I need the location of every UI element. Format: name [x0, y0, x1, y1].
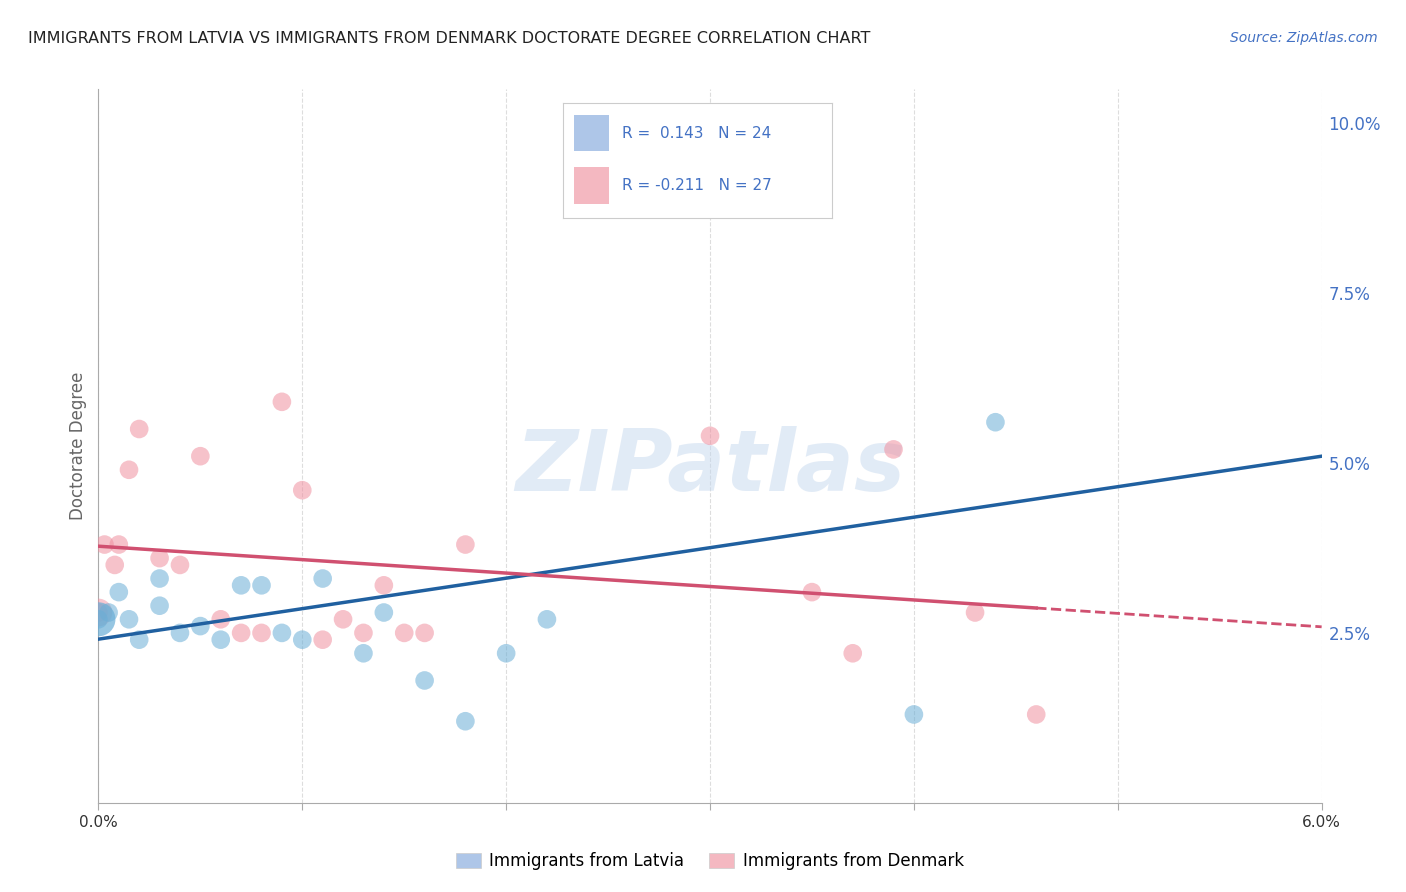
Point [169, 558, 191, 572]
Text: ZIPatlas: ZIPatlas [515, 425, 905, 509]
Point [270, 626, 292, 640]
Point [963, 606, 986, 620]
Point [413, 626, 436, 640]
Text: Source: ZipAtlas.com: Source: ZipAtlas.com [1230, 31, 1378, 45]
Point [373, 578, 395, 592]
Point [332, 612, 354, 626]
Y-axis label: Doctorate Degree: Doctorate Degree [69, 372, 87, 520]
Point [291, 483, 314, 498]
Point [699, 429, 721, 443]
Point [128, 632, 150, 647]
Point [87, 612, 110, 626]
Point [536, 612, 558, 626]
Point [1025, 707, 1047, 722]
Point [104, 558, 127, 572]
Point [188, 619, 212, 633]
Point [903, 707, 925, 722]
Point [373, 606, 395, 620]
Point [413, 673, 436, 688]
Point [454, 714, 477, 729]
Point [250, 578, 273, 592]
Point [250, 626, 273, 640]
Point [87, 606, 110, 620]
Point [392, 626, 416, 640]
Point [984, 415, 1007, 429]
Point [188, 449, 212, 463]
Point [118, 612, 141, 626]
Point [270, 394, 292, 409]
Point [209, 612, 232, 626]
Point [841, 646, 863, 660]
Point [169, 626, 191, 640]
Point [87, 612, 110, 626]
Point [93, 537, 115, 551]
Point [883, 442, 905, 457]
Point [87, 606, 110, 620]
Point [97, 606, 120, 620]
Point [149, 599, 172, 613]
Point [311, 572, 335, 586]
Point [352, 646, 374, 660]
Point [311, 632, 335, 647]
Point [231, 578, 253, 592]
Point [128, 422, 150, 436]
Point [495, 646, 517, 660]
Point [740, 184, 762, 198]
Legend: Immigrants from Latvia, Immigrants from Denmark: Immigrants from Latvia, Immigrants from … [450, 846, 970, 877]
Point [108, 585, 131, 599]
Point [209, 632, 232, 647]
Point [352, 626, 374, 640]
Point [231, 626, 253, 640]
Point [108, 537, 131, 551]
Point [454, 537, 477, 551]
Point [149, 551, 172, 566]
Point [291, 632, 314, 647]
Point [801, 585, 824, 599]
Text: IMMIGRANTS FROM LATVIA VS IMMIGRANTS FROM DENMARK DOCTORATE DEGREE CORRELATION C: IMMIGRANTS FROM LATVIA VS IMMIGRANTS FRO… [28, 31, 870, 46]
Point [149, 572, 172, 586]
Point [118, 463, 141, 477]
